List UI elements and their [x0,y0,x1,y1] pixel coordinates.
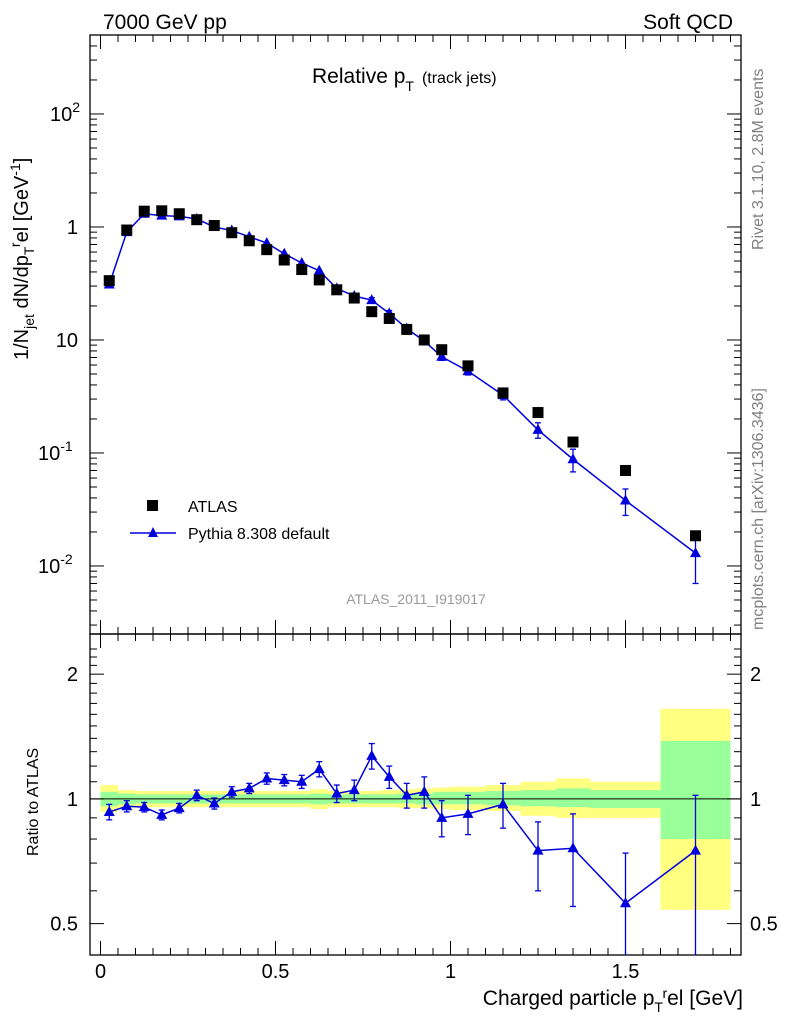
ratio-point [138,801,150,812]
ratio-point [436,811,448,822]
atlas-point [243,235,255,247]
header-process-label: Soft QCD [643,11,733,34]
pythia-point [436,350,448,361]
atlas-point [383,312,395,324]
atlas-point [191,214,203,226]
ratio-point [156,808,168,819]
ratio-axes: 2 2 1 1 0.5 0.5 0 0.5 1 1.5 [50,634,778,983]
atlas-point [418,334,430,346]
y-tick-label: 10-1 [38,438,73,465]
ratio-point [173,802,185,813]
legend-atlas-label: ATLAS [188,499,238,516]
ratio-point [121,800,133,811]
atlas-point [401,323,413,335]
atlas-point [296,264,308,276]
y-tick-label: 10-2 [38,551,73,578]
ratio-y-tick-label: 0.5 [50,914,78,936]
ratio-point [462,807,474,818]
ratio-point [243,782,255,793]
pythia-point [567,453,579,464]
mcplots-citation-label: mcplots.cern.ch [arXiv:1306.3436] [750,388,767,630]
ratio-point [313,763,325,774]
ratio-point [103,805,115,816]
pythia-point [366,294,378,305]
header-energy-label: 7000 GeV pp [103,11,227,34]
atlas-point [348,292,360,304]
pythia-point [313,264,325,275]
atlas-point [208,220,220,232]
atlas-point [138,205,150,217]
pythia-point [620,494,631,505]
ratio-point [383,770,395,781]
x-tick-label: 1.5 [612,961,640,983]
legend-pythia-marker [148,527,158,537]
ratio-inner-band [555,788,591,808]
atlas-point [278,254,290,266]
atlas-point [567,436,579,448]
rivet-version-label: Rivet 3.1.10, 2.8M events [750,69,767,250]
ratio-point [296,775,308,786]
ratio-point [191,789,203,800]
atlas-point [121,224,133,236]
main-data-marks [103,205,701,585]
atlas-point [436,344,448,356]
x-tick-label: 0 [95,961,106,983]
ratio-uncertainty-bands [100,708,731,910]
pythia-point [532,423,544,434]
ratio-y-tick-label: 2 [67,664,78,686]
y-tick-label: 1 [67,217,78,239]
ratio-data-marks [103,742,701,955]
ratio-point [690,844,701,855]
x-tick-label: 0.5 [262,961,290,983]
analysis-watermark: ATLAS_2011_I919017 [346,591,486,607]
ratio-inner-band [520,790,556,807]
ratio-inner-band [433,791,451,805]
ratio-point [532,844,544,855]
atlas-point [532,407,544,419]
ratio-point [208,797,220,808]
ratio-y-axis-label: Ratio to ATLAS [25,748,42,856]
main-axes: 102 1 10 10-1 10-2 [38,34,741,634]
ratio-point [567,842,579,853]
ratio-y-tick-label-right: 0.5 [750,914,778,936]
x-tick-label: 1 [445,961,456,983]
legend-atlas-marker [147,500,158,511]
ratio-point [497,798,509,809]
atlas-point [103,275,115,287]
atlas-point [261,244,273,256]
main-y-axis-label: 1/Njet dN/dpTrel [GeV-1] [7,158,37,360]
atlas-point [331,284,343,296]
atlas-point [226,227,238,239]
ratio-point [331,787,343,798]
atlas-point [173,208,185,220]
y-tick-label: 10 [56,330,78,352]
ratio-point [278,774,290,785]
legend: ATLAS Pythia 8.308 default [130,499,330,543]
atlas-point [313,274,325,286]
legend-pythia-label: Pythia 8.308 default [188,526,330,543]
ratio-point [226,785,238,796]
y-tick-label: 102 [50,99,80,126]
x-axis-label: Charged particle pTrel [GeV] [483,985,743,1015]
ratio-point [366,749,378,760]
atlas-point [690,530,701,542]
atlas-point [462,360,474,372]
atlas-point [366,306,378,318]
ratio-point [418,785,430,796]
ratio-point [620,897,631,908]
ratio-y-tick-label-right: 1 [750,789,761,811]
ratio-line [109,754,696,905]
atlas-point [620,464,631,476]
ratio-y-tick-label: 1 [67,789,78,811]
atlas-point [156,205,168,217]
ratio-point [261,772,273,783]
ratio-point [348,784,360,795]
main-plot-title: Relative pT (track jets) [312,65,497,94]
pythia-point [690,547,701,558]
ratio-y-tick-label-right: 2 [750,664,761,686]
ratio-point [401,789,413,800]
atlas-point [497,387,509,399]
